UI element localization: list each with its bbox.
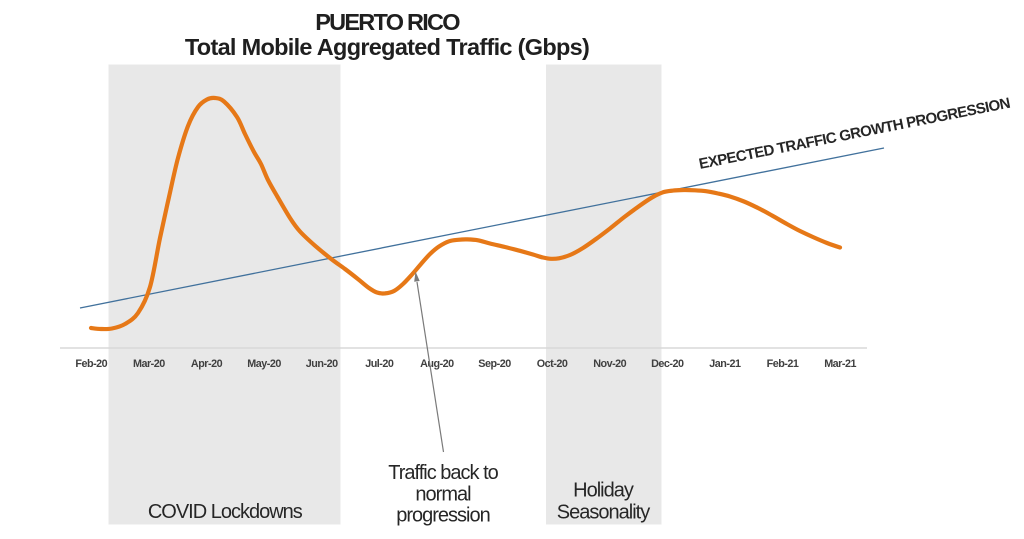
- svg-text:Nov-20: Nov-20: [593, 358, 626, 370]
- svg-text:progression: progression: [396, 505, 490, 527]
- svg-text:Feb-21: Feb-21: [767, 358, 799, 370]
- svg-text:COVID Lockdowns: COVID Lockdowns: [148, 501, 303, 523]
- svg-text:Traffic back to: Traffic back to: [388, 462, 498, 484]
- svg-text:Sep-20: Sep-20: [478, 358, 511, 370]
- svg-text:Feb-20: Feb-20: [75, 358, 107, 370]
- svg-text:Oct-20: Oct-20: [537, 358, 568, 370]
- svg-text:Jul-20: Jul-20: [365, 358, 394, 370]
- svg-text:Total Mobile Aggregated Traffi: Total Mobile Aggregated Traffic (Gbps): [185, 34, 589, 60]
- svg-text:May-20: May-20: [247, 358, 281, 370]
- svg-text:normal: normal: [415, 484, 471, 506]
- svg-text:Seasonality: Seasonality: [557, 502, 650, 524]
- svg-text:Holiday: Holiday: [573, 480, 634, 502]
- svg-text:Jun-20: Jun-20: [306, 358, 338, 370]
- svg-text:Jan-21: Jan-21: [709, 358, 741, 370]
- svg-text:Aug-20: Aug-20: [420, 358, 454, 370]
- svg-text:PUERTO RICO: PUERTO RICO: [315, 9, 460, 35]
- svg-text:Apr-20: Apr-20: [191, 358, 223, 370]
- svg-text:Mar-21: Mar-21: [824, 358, 856, 370]
- svg-text:Mar-20: Mar-20: [133, 358, 165, 370]
- svg-text:Dec-20: Dec-20: [651, 358, 684, 370]
